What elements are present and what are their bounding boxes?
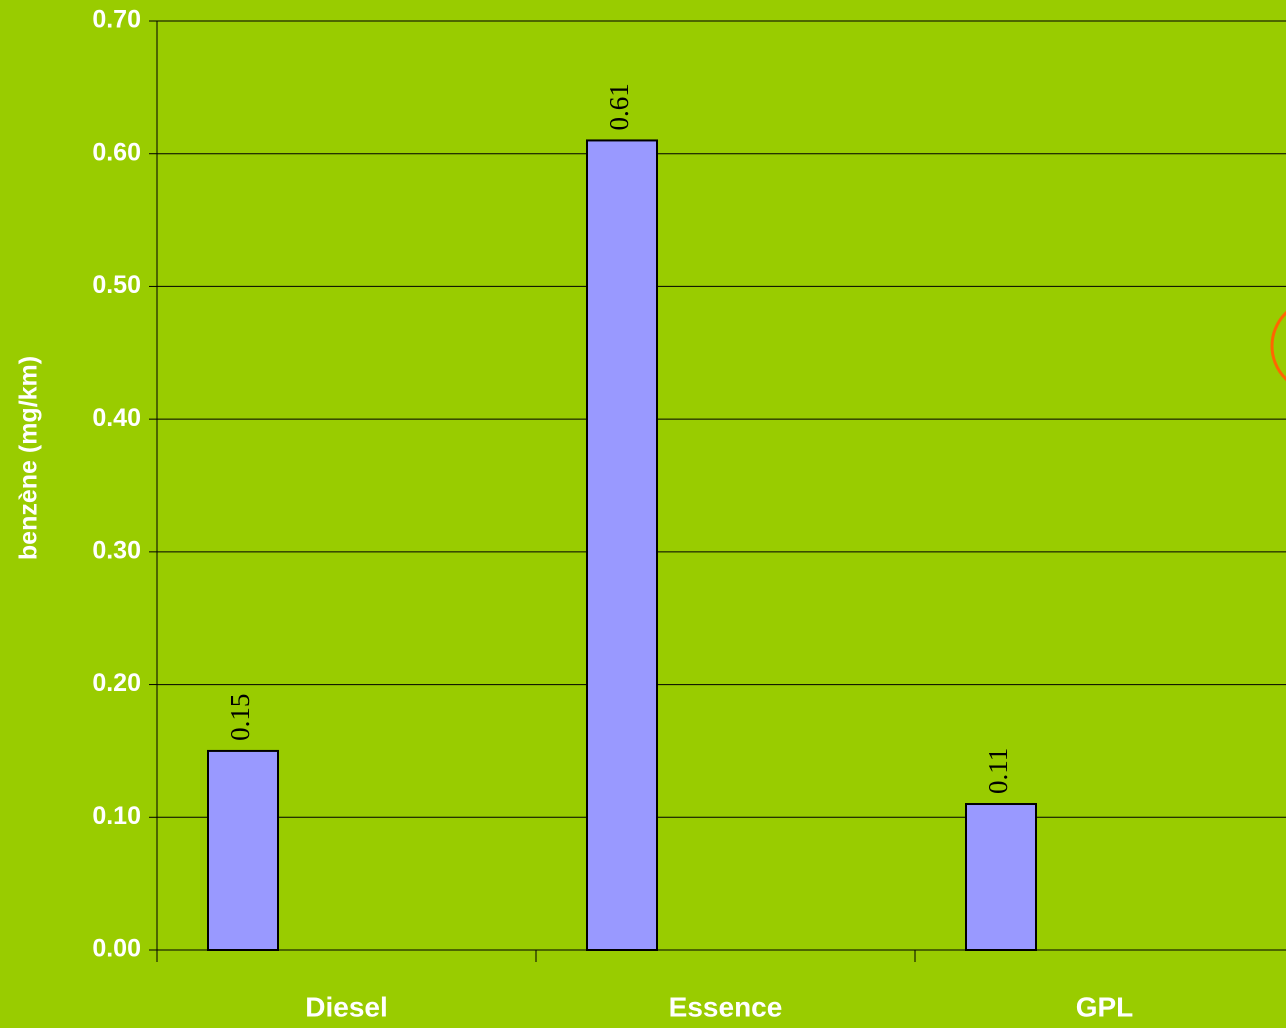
bar (965, 803, 1037, 951)
bar (207, 749, 279, 952)
data-label: 0.11 (983, 748, 1013, 794)
y-tick-label: 0.50 (92, 271, 141, 299)
y-tick-label: 0.60 (92, 138, 141, 166)
y-tick-label: 0.00 (92, 935, 141, 963)
x-tick-label: Diesel (305, 991, 388, 1022)
y-tick-label: 0.10 (92, 802, 141, 830)
data-label: 0.61 (604, 83, 634, 130)
x-tick-label: Essence (669, 991, 783, 1022)
decoration-circle (1270, 310, 1286, 382)
y-tick-label: 0.20 (92, 669, 141, 697)
y-axis-label: benzène (mg/km) (15, 356, 43, 560)
y-tick-label: 0.40 (92, 404, 141, 432)
bar (586, 139, 658, 951)
data-label: 0.15 (225, 694, 255, 741)
y-tick-label: 0.30 (92, 536, 141, 564)
y-tick-label: 0.70 (92, 6, 141, 34)
x-tick-label: GPL (1076, 991, 1134, 1022)
